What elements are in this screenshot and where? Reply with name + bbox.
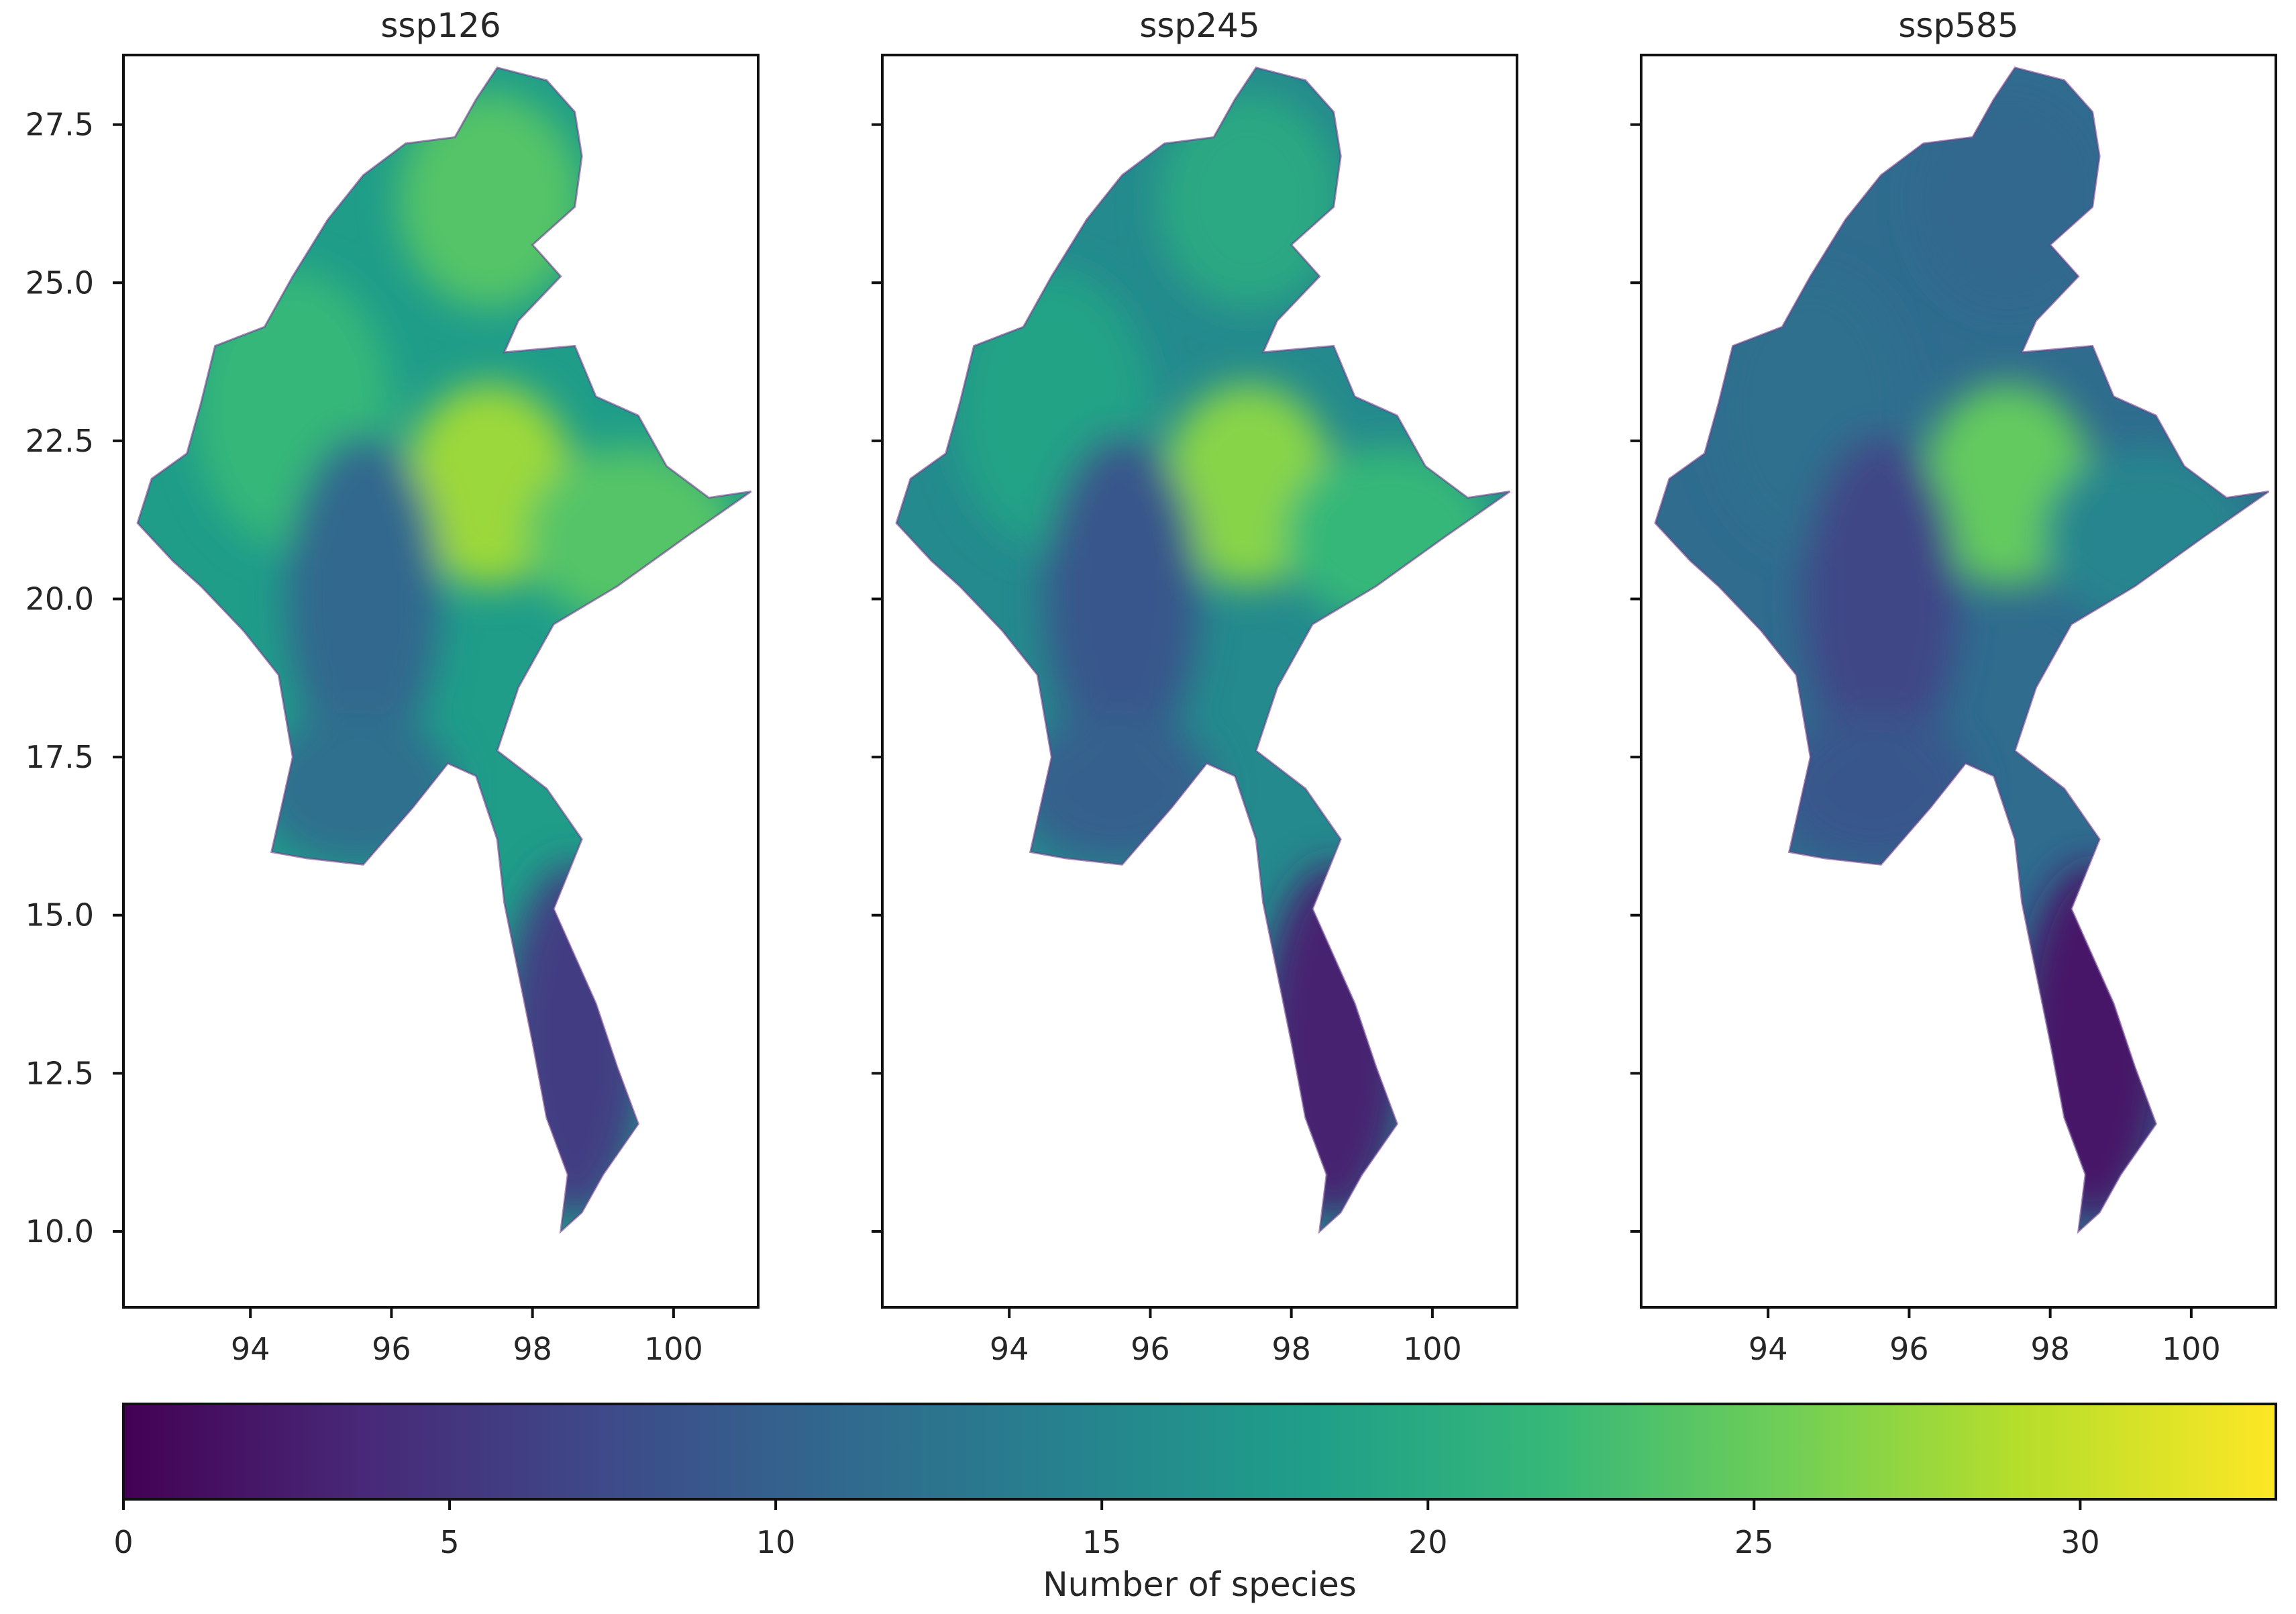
lon-tick-label: 98: [513, 1331, 552, 1367]
axes-frame: [881, 54, 1518, 1309]
lon-axis: 94 96 98 100: [231, 1307, 703, 1367]
region-delta: [257, 713, 456, 865]
lat-tick-label: 20.0: [25, 581, 94, 617]
colorbar-label: Number of species: [1043, 1565, 1357, 1604]
region-central-valley: [1044, 434, 1200, 764]
region-delta: [1016, 713, 1214, 865]
region-south: [1263, 864, 1404, 1219]
region-east: [525, 447, 737, 625]
region-central-valley: [1803, 434, 1959, 764]
lon-tick-label: 100: [644, 1331, 703, 1367]
region-delta: [1775, 713, 1973, 865]
axes-frame: [122, 54, 760, 1309]
lat-axis: 27.5 25.0 22.5 20.0 17.5 15.0 12.5 10.0: [25, 107, 123, 1250]
lat-axis: [1630, 123, 1641, 1233]
lon-tick-label: 98: [2030, 1331, 2070, 1367]
region-north: [1157, 93, 1341, 309]
colorbar-tick-label: 0: [113, 1524, 133, 1560]
map-layer: [136, 66, 752, 1234]
country-outline: [895, 66, 1511, 1234]
map-panel-ssp585: ssp585 94 96 98 100: [1630, 6, 2277, 1367]
panel-title: ssp585: [1898, 6, 2018, 45]
lon-axis: 94 96 98 100: [1749, 1307, 2221, 1367]
country-outline: [136, 66, 752, 1234]
lat-tick-label: 10.0: [25, 1213, 94, 1250]
lat-axis: [872, 123, 882, 1233]
colorbar-tick-label: 5: [439, 1524, 459, 1560]
map-layer: [1654, 66, 2270, 1234]
lat-tick-label: 22.5: [25, 423, 94, 459]
colorbar-tick-label: 20: [1408, 1524, 1448, 1560]
axes-frame: [1640, 54, 2277, 1309]
panel-title: ssp245: [1139, 6, 1259, 45]
lon-tick-label: 98: [1271, 1331, 1311, 1367]
region-south: [504, 864, 645, 1219]
lon-tick-label: 96: [1131, 1331, 1170, 1367]
colorbar-ticks: 0 5 10 15 20 25 30: [113, 1499, 2100, 1560]
lat-tick-label: 12.5: [25, 1055, 94, 1091]
colorbar-tick-label: 15: [1082, 1524, 1122, 1560]
region-north: [1916, 93, 2100, 309]
lat-tick-label: 17.5: [25, 739, 94, 775]
region-north: [399, 93, 582, 309]
map-panel-ssp126: ssp126 27.525.022.520.017.515.012.510.0 …: [25, 6, 760, 1367]
lon-tick-label: 100: [1403, 1331, 1462, 1367]
lon-tick-label: 94: [231, 1331, 270, 1367]
lon-tick-label: 94: [1749, 1331, 1788, 1367]
lat-tick-label: 25.0: [25, 264, 94, 301]
colorbar-tick-label: 25: [1734, 1524, 1774, 1560]
colorbar: 0 5 10 15 20 25 30 Number of species: [113, 1403, 2277, 1604]
lat-tick-label: 15.0: [25, 897, 94, 934]
region-central-valley: [285, 434, 441, 764]
region-east: [1284, 447, 1496, 625]
region-south: [2022, 864, 2163, 1219]
country-outline: [1654, 66, 2270, 1234]
region-east: [2043, 447, 2255, 625]
lon-tick-label: 96: [1889, 1331, 1929, 1367]
lon-tick-label: 96: [372, 1331, 411, 1367]
lat-tick-label: 27.5: [25, 107, 94, 143]
lon-tick-label: 100: [2162, 1331, 2221, 1367]
panel-title: ssp126: [380, 6, 501, 45]
colorbar-tick-label: 10: [756, 1524, 796, 1560]
lon-tick-label: 94: [990, 1331, 1029, 1367]
map-layer: [895, 66, 1511, 1234]
colorbar-tick-label: 30: [2060, 1524, 2100, 1560]
colorbar-gradient: [122, 1403, 2277, 1501]
lon-axis: 94 96 98 100: [990, 1307, 1462, 1367]
map-panel-ssp245: ssp245 94 96 98 100: [872, 6, 1518, 1367]
